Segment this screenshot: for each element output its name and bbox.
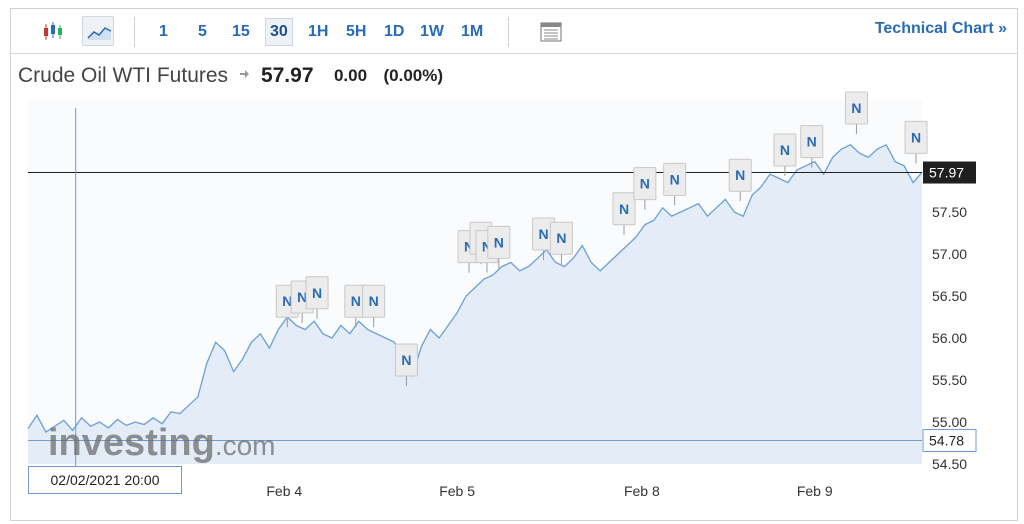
x-tick-label: Feb 9 [797, 483, 833, 499]
price-change: 0.00 [333, 66, 368, 85]
price-area-fill [28, 144, 922, 465]
news-marker-label[interactable]: N [351, 293, 361, 309]
news-marker-label[interactable]: N [494, 234, 504, 250]
news-marker-label[interactable]: N [735, 167, 745, 183]
instrument-name: Crude Oil WTI Futures [18, 64, 229, 87]
toolbar-divider [134, 17, 135, 47]
timeframe-1h[interactable]: 1H [308, 23, 329, 40]
table-icon[interactable] [534, 16, 566, 46]
area-line-icon[interactable] [82, 16, 114, 46]
chart-toolbar: 1 5 15 30 1H 5H 1D 1W 1M Technical Chart… [11, 9, 1017, 54]
technical-chart-link[interactable]: Technical Chart » [874, 20, 1007, 37]
timeframe-1[interactable]: 1 [159, 23, 168, 40]
price-line [27, 143, 923, 434]
news-marker-label[interactable]: N [851, 100, 861, 116]
timeframe-5[interactable]: 5 [198, 23, 207, 40]
y-tick-label: 56.00 [932, 330, 967, 346]
last-price: 57.97 [260, 64, 314, 87]
news-marker[interactable] [362, 284, 386, 318]
news-marker-label[interactable]: N [369, 293, 379, 309]
news-marker-label[interactable]: N [282, 293, 292, 309]
news-marker[interactable] [549, 221, 573, 255]
news-marker-label[interactable]: N [780, 142, 790, 158]
news-marker-label[interactable]: N [670, 171, 680, 187]
y-tick-label: 55.00 [932, 414, 967, 430]
y-tick-label: 54.50 [932, 456, 967, 472]
news-marker[interactable] [394, 343, 418, 377]
news-marker-label[interactable]: N [556, 230, 566, 246]
candlestick-icon[interactable] [36, 16, 68, 46]
news-marker-label[interactable]: N [640, 176, 650, 192]
x-tick-label: Feb 5 [439, 483, 475, 499]
timeframe-1w[interactable]: 1W [420, 23, 444, 40]
timeframe-5h[interactable]: 5H [346, 23, 367, 40]
timeframe-15[interactable]: 15 [232, 23, 250, 40]
timeframe-30[interactable]: 30 [265, 18, 293, 46]
news-marker[interactable] [844, 91, 868, 125]
crosshair-price-tag [922, 428, 977, 452]
y-tick-label: 57.50 [932, 204, 967, 220]
news-marker-label[interactable]: N [619, 201, 629, 217]
timeframe-1m[interactable]: 1M [461, 23, 484, 40]
crosshair-price-label: 54.78 [929, 432, 964, 448]
last-price-tag [923, 161, 976, 184]
x-tick-label: Feb 8 [624, 483, 660, 499]
news-marker[interactable] [487, 225, 511, 259]
news-marker[interactable] [305, 276, 329, 310]
timeframe-1d[interactable]: 1D [384, 23, 405, 40]
news-marker[interactable] [728, 158, 752, 192]
news-marker-label[interactable]: N [807, 134, 817, 150]
news-marker[interactable] [800, 125, 824, 159]
news-marker[interactable] [773, 133, 797, 167]
news-marker-label[interactable]: N [464, 239, 474, 255]
instrument-header: Crude Oil WTI Futures 57.97 0.00 (0.00%) [18, 64, 455, 94]
news-marker[interactable] [663, 162, 687, 196]
y-tick-label: 55.50 [932, 372, 967, 388]
news-marker-label[interactable]: N [297, 289, 307, 305]
last-price-tag-label: 57.97 [929, 165, 964, 181]
y-tick-label: 57.00 [932, 246, 967, 262]
toolbar-divider [508, 17, 509, 47]
news-marker[interactable] [612, 192, 636, 226]
news-marker-label[interactable]: N [911, 129, 921, 145]
investing-watermark: investing.com [48, 422, 276, 464]
news-marker-label[interactable]: N [482, 239, 492, 255]
news-marker-label[interactable]: N [312, 285, 322, 301]
price-change-percent: (0.00%) [383, 66, 444, 85]
x-tick-label: Feb 4 [266, 483, 302, 499]
news-marker-label[interactable]: N [401, 352, 411, 368]
y-tick-label: 56.50 [932, 288, 967, 304]
news-marker-label[interactable]: N [538, 226, 548, 242]
news-marker[interactable] [904, 120, 928, 154]
news-marker[interactable] [633, 167, 657, 201]
crosshair-date-label: 02/02/2021 20:00 [28, 466, 182, 494]
share-arrow-icon[interactable] [239, 66, 249, 78]
